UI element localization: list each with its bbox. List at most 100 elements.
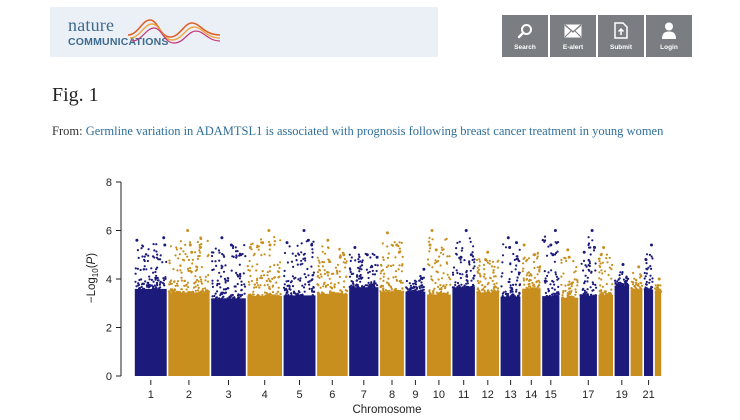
snp-point <box>633 277 636 280</box>
snp-point <box>625 279 629 282</box>
snp-point <box>522 279 526 282</box>
submit-button-label: Submit <box>609 43 633 51</box>
snp-point <box>319 286 322 289</box>
e-alert-button[interactable]: E-alert <box>550 15 596 57</box>
snp-point <box>594 294 597 297</box>
snp-point <box>148 275 151 278</box>
snp-point <box>195 265 198 268</box>
snp-point <box>501 292 504 295</box>
snp-point <box>587 236 590 239</box>
snp-point <box>587 243 590 247</box>
snp-point <box>560 275 563 278</box>
snp-point <box>220 264 223 267</box>
snp-point <box>537 284 541 287</box>
article-link[interactable]: Germline variation in ADAMTSL1 is associ… <box>85 124 664 138</box>
snp-point <box>357 253 360 256</box>
snp-point <box>465 285 468 288</box>
snp-point <box>461 286 464 289</box>
snp-point <box>375 269 378 273</box>
snp-point <box>594 283 597 286</box>
snp-point <box>496 287 499 290</box>
snp-point <box>333 286 336 289</box>
snp-point <box>373 285 376 288</box>
snp-point <box>358 267 361 270</box>
snp-point <box>441 292 444 296</box>
snp-point <box>635 279 638 282</box>
snp-point <box>148 278 151 281</box>
snp-point <box>180 288 183 291</box>
login-button[interactable]: Login <box>646 15 692 57</box>
snp-point <box>196 289 200 292</box>
snp-point <box>269 265 272 268</box>
snp-point <box>539 265 542 268</box>
x-tick-label: 11 <box>458 389 469 401</box>
snp-point <box>365 268 368 271</box>
snp-point <box>611 263 614 267</box>
y-axis-title-log: −Log <box>86 277 98 303</box>
submit-button[interactable]: Submit <box>598 15 644 57</box>
snp-point <box>639 281 642 284</box>
snp-point <box>648 278 652 281</box>
search-button[interactable]: Search <box>502 15 548 57</box>
chromosome-3-dense-band <box>211 298 246 376</box>
snp-point <box>232 255 235 258</box>
snp-point <box>399 279 403 282</box>
snp-point <box>591 289 594 292</box>
snp-point <box>595 286 598 289</box>
snp-point <box>525 274 528 277</box>
snp-point <box>169 245 172 248</box>
snp-point <box>158 283 161 286</box>
snp-point <box>311 248 314 251</box>
snp-point <box>573 278 576 281</box>
snp-point <box>551 287 554 290</box>
snp-point <box>541 238 545 242</box>
snp-point <box>434 259 437 262</box>
snp-point <box>525 260 528 263</box>
snp-point <box>553 288 556 291</box>
snp-point <box>509 289 512 292</box>
snp-point <box>592 283 595 286</box>
snp-point <box>266 274 269 277</box>
snp-point <box>180 279 183 282</box>
snp-point <box>318 276 321 279</box>
snp-point <box>299 277 302 280</box>
snp-point <box>304 276 307 279</box>
snp-point <box>414 288 417 291</box>
snp-point <box>200 242 203 246</box>
snp-top-hit <box>365 253 369 257</box>
snp-point <box>659 288 662 291</box>
snp-point <box>204 291 207 294</box>
snp-point <box>445 283 448 286</box>
chromosome-1-dense-band <box>134 288 167 376</box>
snp-point <box>631 283 635 286</box>
snp-point <box>237 275 240 278</box>
snp-point <box>554 271 557 274</box>
snp-point <box>469 269 472 272</box>
snp-point <box>230 269 233 272</box>
snp-point <box>236 282 239 286</box>
snp-point <box>253 252 256 255</box>
snp-point <box>494 286 497 289</box>
snp-point <box>279 261 282 264</box>
snp-point <box>224 291 227 294</box>
snp-point <box>343 257 346 261</box>
snp-point <box>385 266 388 269</box>
snp-point <box>180 271 183 274</box>
snp-point <box>613 279 617 282</box>
x-tick-label: 12 <box>482 389 494 401</box>
snp-point <box>276 294 279 297</box>
snp-point <box>383 290 386 293</box>
snp-point <box>635 288 638 291</box>
snp-point <box>213 294 216 298</box>
snp-point <box>401 281 404 284</box>
snp-point <box>165 260 168 263</box>
snp-point <box>599 289 602 292</box>
snp-point <box>215 264 218 267</box>
snp-point <box>483 273 486 276</box>
snp-point <box>413 282 417 285</box>
snp-point <box>334 292 337 295</box>
snp-point <box>236 294 240 297</box>
user-icon <box>661 22 677 40</box>
snp-point <box>598 271 601 274</box>
